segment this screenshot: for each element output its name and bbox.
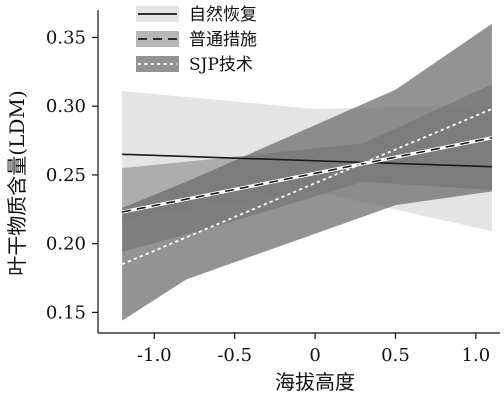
x-ticks: -1.0 -0.5 0 0.5 1.0	[137, 333, 490, 366]
legend-label-common-measures: 普通措施	[189, 30, 257, 50]
line-natural-restoration	[122, 153, 492, 168]
x-tick-label: -0.5	[217, 345, 252, 366]
axes	[97, 10, 500, 334]
line-sjp-technology	[121, 108, 493, 266]
x-tick-label: 0	[309, 345, 320, 366]
y-ticks: 0.15 0.20 0.25 0.30 0.35	[46, 27, 98, 323]
y-tick-label: 0.35	[46, 27, 86, 48]
x-tick-label: -1.0	[137, 345, 172, 366]
x-tick-label: 0.5	[381, 345, 410, 366]
legend-label-sjp-technology: SJP技术	[189, 55, 253, 75]
band-sjp-technology	[122, 23, 492, 321]
trend-lines	[121, 108, 493, 266]
line-common-measures	[121, 137, 493, 213]
y-tick-label: 0.25	[46, 165, 86, 186]
legend-label-natural-restoration: 自然恢复	[189, 5, 257, 25]
y-tick-label: 0.15	[46, 302, 86, 323]
x-axis-title: 海拔高度	[275, 370, 355, 394]
y-tick-label: 0.20	[46, 234, 86, 255]
y-axis-title: 叶干物质含量(LDM)	[5, 90, 29, 275]
y-tick-label: 0.30	[46, 96, 86, 117]
x-tick-label: 1.0	[462, 345, 491, 366]
